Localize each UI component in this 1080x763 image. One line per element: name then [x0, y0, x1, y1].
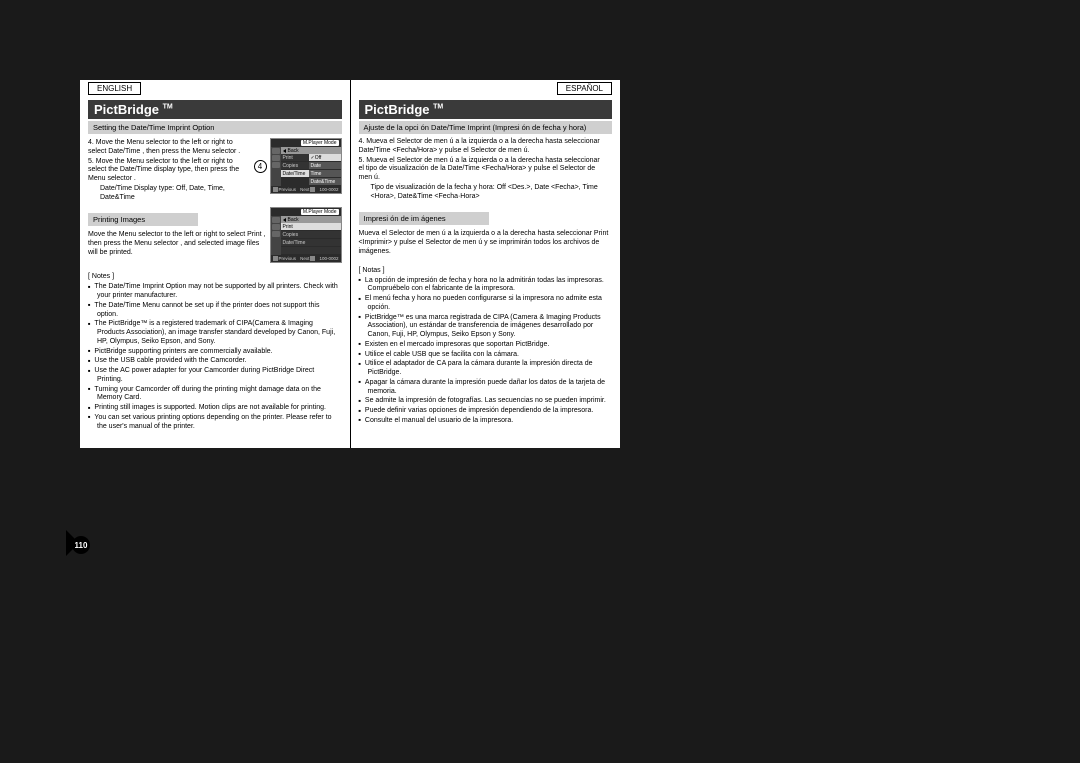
- notes-list-left: The Date/Time Imprint Option may not be …: [88, 283, 342, 431]
- note-item: Puede definir varias opciones de impresi…: [359, 407, 613, 416]
- notas-header: [ Notas ]: [359, 267, 613, 274]
- scr-item-print: Print: [281, 223, 341, 231]
- screen-mode: M.Player Mode: [301, 209, 339, 215]
- notes-header: [ Notes ]: [88, 273, 342, 280]
- trademark: TM: [163, 104, 173, 111]
- scr-item-print: Print: [281, 154, 309, 162]
- note-item: El menú fecha y hora no pueden configura…: [359, 295, 613, 313]
- next-icon: [310, 187, 315, 192]
- title-text: PictBridge: [365, 102, 430, 117]
- scr-item-copies: Copies: [281, 231, 341, 239]
- steps-text-right: 4. Mueva el Selector de men ú a la izqui…: [359, 138, 613, 201]
- language-tag-spanish: ESPAÑOL: [557, 82, 612, 95]
- steps-text: 4. Move the Menu selector to the left or…: [88, 138, 250, 203]
- scr-sub-off: ✓Off: [309, 154, 341, 162]
- note-item: Use the USB cable provided with the Camc…: [88, 357, 342, 366]
- title-text: PictBridge: [94, 102, 159, 117]
- note-item: The Date/Time Imprint Option may not be …: [88, 283, 342, 301]
- back-arrow-icon: [283, 218, 286, 222]
- print-paragraph-es: Mueva el Selector de men ú a la izquierd…: [359, 230, 613, 256]
- notes-list-right: La opción de impresión de fecha y hora n…: [359, 277, 613, 426]
- note-item: PictBridge™ es una marca registrada de C…: [359, 314, 613, 340]
- section-ajuste-datetime: Ajuste de la opci ón Date/Time Imprint (…: [359, 121, 613, 134]
- lcd-screen-1: M.Player Mode Back Print Copies Date/Tim…: [270, 138, 342, 194]
- printing-text-block: Printing Images Move the Menu selector t…: [88, 203, 266, 258]
- language-tag-english: ENGLISH: [88, 82, 141, 95]
- note-item: Printing still images is supported. Moti…: [88, 404, 342, 413]
- note-item: Use the AC power adapter for your Camcor…: [88, 367, 342, 385]
- trademark: TM: [433, 104, 443, 111]
- step-block-1: 4. Move the Menu selector to the left or…: [88, 138, 342, 203]
- note-item: Utilice el cable USB que se facilita con…: [359, 351, 613, 360]
- note-item: You can set various printing options dep…: [88, 414, 342, 432]
- section-setting-datetime: Setting the Date/Time Imprint Option: [88, 121, 342, 134]
- screen-back: Back: [281, 216, 341, 223]
- figure-5-wrap: M.Player Mode Back Print Copies Date/Tim…: [270, 203, 342, 263]
- title-bar-right: PictBridge TM: [359, 100, 613, 119]
- scr-sub-time: Time: [309, 170, 341, 178]
- screen-side-icons: [271, 216, 281, 255]
- screen-back: Back: [281, 147, 341, 154]
- note-item: Apagar la cámara durante la impresión pu…: [359, 379, 613, 397]
- step-4: 4. Move the Menu selector to the left or…: [88, 139, 250, 157]
- scr-item-datetime: Date/Time: [281, 239, 341, 247]
- note-item: Utilice el adaptador de CA para la cámar…: [359, 360, 613, 378]
- prev-icon: [273, 256, 278, 261]
- note-item: Consulte el manual del usuario de la imp…: [359, 417, 613, 426]
- screen-mode: M.Player Mode: [301, 140, 339, 146]
- section-printing-images: Printing Images: [88, 213, 198, 226]
- screen-footer: Previous Next 100-0002: [271, 255, 341, 262]
- back-arrow-icon: [283, 149, 286, 153]
- note-item: PictBridge supporting printers are comme…: [88, 348, 342, 357]
- figure-number-circle: 4: [254, 160, 267, 173]
- scr-item-copies: Copies: [281, 162, 309, 170]
- scr-item-datetime: Date/Time: [281, 170, 309, 178]
- title-bar-left: PictBridge TM: [88, 100, 342, 119]
- screen-side-icons: [271, 147, 281, 186]
- note-item: The PictBridge™ is a registered trademar…: [88, 320, 342, 346]
- note-item: Se admite la impresión de fotografías. L…: [359, 397, 613, 406]
- page-number: 110: [72, 536, 90, 554]
- two-column-layout: ENGLISH PictBridge TM Setting the Date/T…: [80, 80, 620, 448]
- printing-block: Printing Images Move the Menu selector t…: [88, 203, 342, 263]
- note-item: La opción de impresión de fecha y hora n…: [359, 277, 613, 295]
- step-5b: Date/Time Display type: Off, Date, Time,…: [88, 185, 250, 203]
- figure-4-wrap: 4 M.Player Mode Back Print Copies: [254, 138, 342, 194]
- scr-item-blank: [281, 247, 341, 255]
- step-4-es: 4. Mueva el Selector de men ú a la izqui…: [359, 138, 607, 156]
- step-5-es: 5. Mueva el Selector de men ú a la izqui…: [359, 157, 607, 183]
- screen-footer: Previous Next 100-0002: [271, 186, 341, 193]
- manual-page: ENGLISH PictBridge TM Setting the Date/T…: [80, 80, 620, 448]
- note-item: The Date/Time Menu cannot be set up if t…: [88, 302, 342, 320]
- prev-icon: [273, 187, 278, 192]
- section-impresion-imagenes: Impresi ón de im ágenes: [359, 212, 489, 225]
- lcd-screen-2: M.Player Mode Back Print Copies Date/Tim…: [270, 207, 342, 263]
- note-item: Existen en el mercado impresoras que sop…: [359, 341, 613, 350]
- scr-sub-date: Date: [309, 162, 341, 170]
- right-column: ESPAÑOL PictBridge TM Ajuste de la opci …: [351, 80, 621, 448]
- note-item: Turning your Camcorder off during the pr…: [88, 386, 342, 404]
- step-5b-es: Tipo de visualización de la fecha y hora…: [359, 184, 607, 202]
- next-icon: [310, 256, 315, 261]
- step-5: 5. Move the Menu selector to the left or…: [88, 158, 250, 184]
- print-paragraph: Move the Menu selector to the left or ri…: [88, 231, 266, 257]
- scr-sub-datetime: Date&Time: [309, 178, 341, 186]
- left-column: ENGLISH PictBridge TM Setting the Date/T…: [80, 80, 350, 448]
